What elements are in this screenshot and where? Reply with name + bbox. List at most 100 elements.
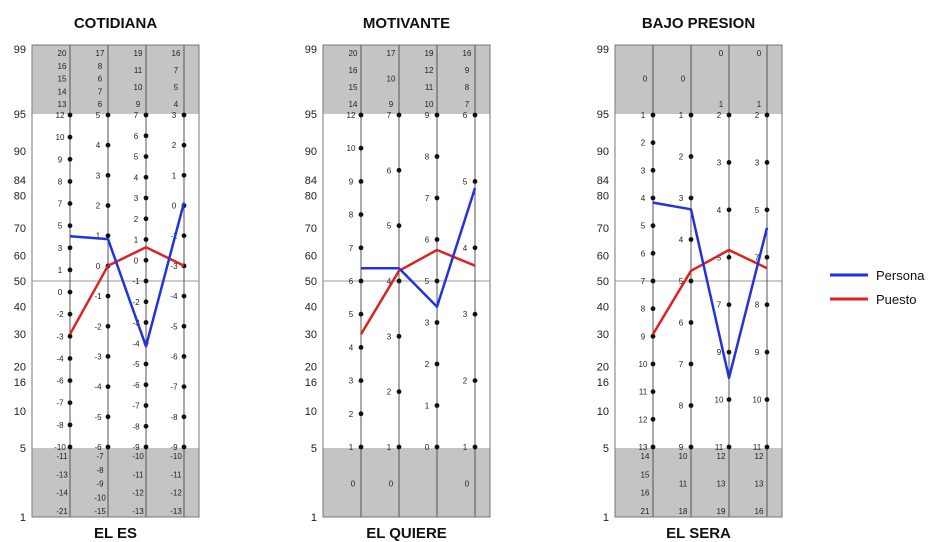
scale-dot bbox=[67, 156, 73, 162]
scale-number: 7 bbox=[425, 194, 430, 203]
scale-number: 1 bbox=[425, 402, 430, 411]
scale-dot bbox=[105, 414, 111, 420]
scale-number: 10 bbox=[679, 452, 688, 461]
panel-subtitle: EL ES bbox=[94, 525, 137, 542]
scale-dot bbox=[396, 278, 402, 284]
series-line-puesto bbox=[68, 246, 185, 335]
scale-number: 10 bbox=[387, 75, 396, 84]
scale-number: 9 bbox=[58, 155, 63, 164]
scale-dot bbox=[143, 133, 149, 139]
scale-number: -2 bbox=[94, 322, 102, 331]
scale-dot bbox=[434, 237, 440, 242]
series-line-puesto bbox=[359, 248, 476, 335]
scale-number: -5 bbox=[94, 413, 102, 422]
scale-number: 7 bbox=[349, 244, 354, 253]
scale-number: 1 bbox=[757, 100, 762, 109]
scale-dot bbox=[105, 323, 111, 329]
y-tick-label: 84 bbox=[597, 175, 609, 187]
scale-number: 7 bbox=[717, 301, 722, 310]
scale-dot bbox=[358, 444, 364, 450]
scale-dot bbox=[764, 349, 770, 355]
scale-number: 1 bbox=[387, 443, 392, 452]
scale-number: -11 bbox=[57, 452, 69, 461]
scale-dot bbox=[105, 354, 111, 359]
scale-dot bbox=[472, 245, 478, 251]
scale-number: 14 bbox=[349, 100, 358, 109]
scale-dot bbox=[358, 345, 364, 350]
scale-number: -11 bbox=[171, 470, 183, 479]
scale-dot bbox=[67, 400, 73, 406]
scale-dot bbox=[181, 112, 187, 118]
scale-dot bbox=[67, 223, 73, 229]
scale-number: 2 bbox=[641, 139, 646, 148]
scale-number: 4 bbox=[174, 100, 179, 109]
y-tick-label: 80 bbox=[597, 191, 609, 203]
scale-dot bbox=[105, 384, 111, 390]
scale-dot bbox=[434, 320, 440, 325]
scale-dot bbox=[105, 172, 111, 178]
scale-dot bbox=[143, 154, 149, 159]
scale-number: 0 bbox=[58, 288, 63, 297]
scale-dot bbox=[434, 278, 440, 284]
scale-dot bbox=[143, 195, 149, 201]
scale-number: -3 bbox=[56, 332, 64, 341]
scale-number: -6 bbox=[132, 381, 140, 390]
scale-number: 19 bbox=[425, 49, 434, 58]
scale-number: 2 bbox=[717, 111, 722, 120]
scale-dot bbox=[650, 444, 656, 450]
scale-number: 3 bbox=[463, 310, 468, 319]
scale-number: 7 bbox=[98, 87, 103, 96]
scale-number: 3 bbox=[172, 111, 177, 120]
scale-number: 5 bbox=[425, 277, 430, 286]
scale-number: -3 bbox=[132, 319, 140, 328]
scale-number: -3 bbox=[94, 352, 102, 361]
scale-number: 0 bbox=[351, 480, 356, 489]
scale-number: 14 bbox=[58, 87, 67, 96]
scale-number: 1 bbox=[641, 111, 646, 120]
scale-dot bbox=[726, 349, 732, 355]
scale-dot bbox=[434, 112, 440, 118]
scale-number: 3 bbox=[717, 158, 722, 167]
scale-number: -4 bbox=[56, 354, 64, 363]
scale-number: 10 bbox=[753, 396, 762, 405]
scale-number: -9 bbox=[132, 443, 140, 452]
scale-dot bbox=[358, 245, 364, 251]
y-tick-label: 20 bbox=[305, 361, 317, 373]
scale-dot bbox=[181, 293, 187, 299]
scale-number: -9 bbox=[96, 480, 104, 489]
scale-dot bbox=[67, 356, 73, 361]
scale-dot bbox=[650, 389, 656, 395]
scale-dot bbox=[358, 212, 364, 218]
scale-number: 8 bbox=[98, 62, 103, 71]
scale-number: -10 bbox=[54, 443, 66, 452]
scale-dot bbox=[764, 254, 770, 260]
scale-number: 2 bbox=[172, 141, 177, 150]
scale-number: -13 bbox=[56, 470, 68, 479]
scale-number: -6 bbox=[56, 377, 64, 386]
scale-dot bbox=[396, 223, 402, 229]
y-tick-label: 90 bbox=[305, 146, 317, 158]
scale-dot bbox=[726, 112, 732, 118]
scale-dot bbox=[143, 216, 149, 222]
scale-number: 15 bbox=[641, 470, 650, 479]
scale-number: 7 bbox=[755, 253, 760, 262]
scale-number: 10 bbox=[347, 144, 356, 153]
lower-band bbox=[32, 448, 199, 517]
scale-number: 19 bbox=[134, 49, 143, 58]
scale-dot bbox=[67, 289, 73, 295]
y-tick-label: 40 bbox=[597, 302, 609, 314]
scale-number: 17 bbox=[387, 49, 396, 58]
y-tick-label: 1 bbox=[311, 512, 317, 524]
scale-number: -4 bbox=[132, 339, 140, 348]
scale-number: 4 bbox=[679, 236, 684, 245]
scale-number: 3 bbox=[755, 158, 760, 167]
scale-number: 8 bbox=[755, 301, 760, 310]
scale-dot bbox=[472, 179, 478, 184]
y-tick-label: 5 bbox=[311, 443, 317, 455]
scale-dot bbox=[650, 416, 656, 422]
y-tick-label: 80 bbox=[305, 191, 317, 203]
scale-dot bbox=[726, 160, 732, 165]
scale-dot bbox=[143, 299, 149, 305]
scale-number: 3 bbox=[349, 377, 354, 386]
scale-number: 1 bbox=[349, 443, 354, 452]
